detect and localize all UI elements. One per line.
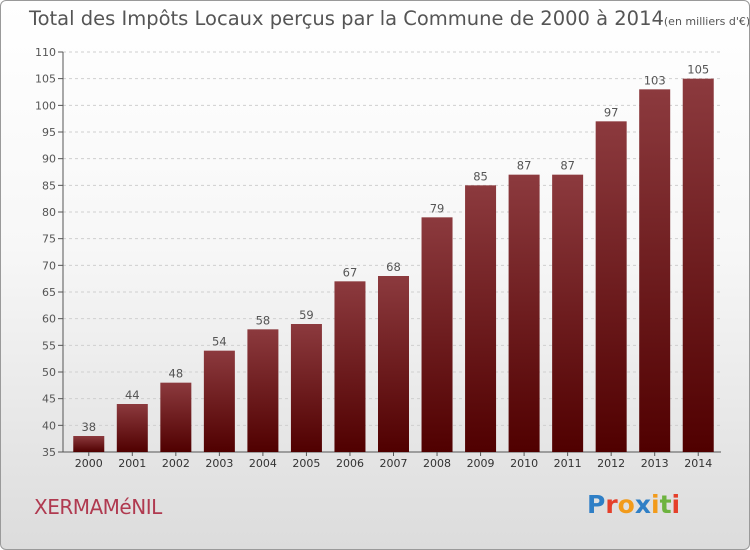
y-tick-label-90: 90 xyxy=(42,153,56,166)
logo-letter: t xyxy=(659,490,672,519)
logo-letter: o xyxy=(617,490,635,519)
x-tick-label-2011: 2011 xyxy=(554,457,582,470)
y-tick-label-65: 65 xyxy=(42,286,56,299)
y-tick-label-80: 80 xyxy=(42,206,56,219)
bar-2008 xyxy=(421,217,453,452)
x-tick-label-2000: 2000 xyxy=(75,457,103,470)
x-tick-label-2005: 2005 xyxy=(292,457,320,470)
bar-2001 xyxy=(116,404,148,452)
bar-2007 xyxy=(378,276,409,452)
x-tick-label-2004: 2004 xyxy=(249,457,277,470)
data-label-2006: 67 xyxy=(343,265,358,279)
bar-2009 xyxy=(465,185,497,453)
data-label-2010: 87 xyxy=(517,159,532,173)
data-label-2004: 58 xyxy=(256,313,271,327)
y-tick-label-35: 35 xyxy=(42,446,56,459)
data-label-2001: 44 xyxy=(125,388,140,402)
bar-2013 xyxy=(639,89,671,452)
x-tick-label-2013: 2013 xyxy=(641,457,669,470)
x-tick-label-2003: 2003 xyxy=(205,457,233,470)
bar-2000 xyxy=(73,436,105,452)
y-tick-label-100: 100 xyxy=(35,99,56,112)
y-tick-label-50: 50 xyxy=(42,366,56,379)
bar-2006 xyxy=(334,281,366,452)
bar-2010 xyxy=(508,174,540,452)
x-tick-label-2010: 2010 xyxy=(510,457,538,470)
data-label-2000: 38 xyxy=(81,420,96,434)
data-label-2002: 48 xyxy=(169,367,184,381)
y-tick-label-55: 55 xyxy=(42,339,56,352)
y-tick-label-45: 45 xyxy=(42,393,56,406)
x-tick-label-2001: 2001 xyxy=(118,457,146,470)
bar-2011 xyxy=(552,174,584,452)
logo-letter: i xyxy=(671,490,681,519)
logo-letter: i xyxy=(651,490,660,519)
y-tick-label-105: 105 xyxy=(35,73,56,86)
bar-2003 xyxy=(203,350,235,452)
x-tick-label-2014: 2014 xyxy=(684,457,712,470)
y-tick-label-75: 75 xyxy=(42,233,56,246)
data-label-2007: 68 xyxy=(386,260,401,274)
data-label-2014: 105 xyxy=(687,63,709,77)
bar-2005 xyxy=(290,324,322,452)
data-label-2013: 103 xyxy=(644,73,666,87)
x-tick-label-2008: 2008 xyxy=(423,457,451,470)
logo-letter: x xyxy=(634,490,651,519)
data-label-2003: 54 xyxy=(212,335,227,349)
x-tick-label-2006: 2006 xyxy=(336,457,364,470)
chart-title: Total des Impôts Locaux perçus par la Co… xyxy=(29,7,750,30)
commune-name: XERMAMéNIL xyxy=(34,495,162,519)
data-label-2008: 79 xyxy=(430,201,445,215)
y-tick-label-70: 70 xyxy=(42,259,56,272)
y-tick-label-95: 95 xyxy=(42,126,56,139)
bar-2004 xyxy=(247,329,279,452)
data-label-2011: 87 xyxy=(560,159,575,173)
x-tick-label-2012: 2012 xyxy=(597,457,625,470)
x-tick-label-2009: 2009 xyxy=(467,457,495,470)
bar-2002 xyxy=(160,382,192,452)
data-label-2009: 85 xyxy=(473,169,488,183)
data-label-2012: 97 xyxy=(604,105,619,119)
proxiti-logo: Proxiti xyxy=(587,490,680,519)
data-label-2005: 59 xyxy=(299,308,314,322)
chart-title-text: Total des Impôts Locaux perçus par la Co… xyxy=(29,7,664,30)
chart-unit: (en milliers d'€) xyxy=(663,15,750,28)
bar-2012 xyxy=(595,121,627,452)
y-tick-label-40: 40 xyxy=(42,419,56,432)
y-tick-label-85: 85 xyxy=(42,179,56,192)
logo-letter: r xyxy=(605,490,618,519)
y-tick-label-110: 110 xyxy=(35,46,56,59)
bar-2014 xyxy=(682,78,714,453)
x-tick-label-2007: 2007 xyxy=(380,457,408,470)
x-tick-label-2002: 2002 xyxy=(162,457,190,470)
logo-letter: P xyxy=(587,490,606,519)
y-tick-label-60: 60 xyxy=(42,313,56,326)
